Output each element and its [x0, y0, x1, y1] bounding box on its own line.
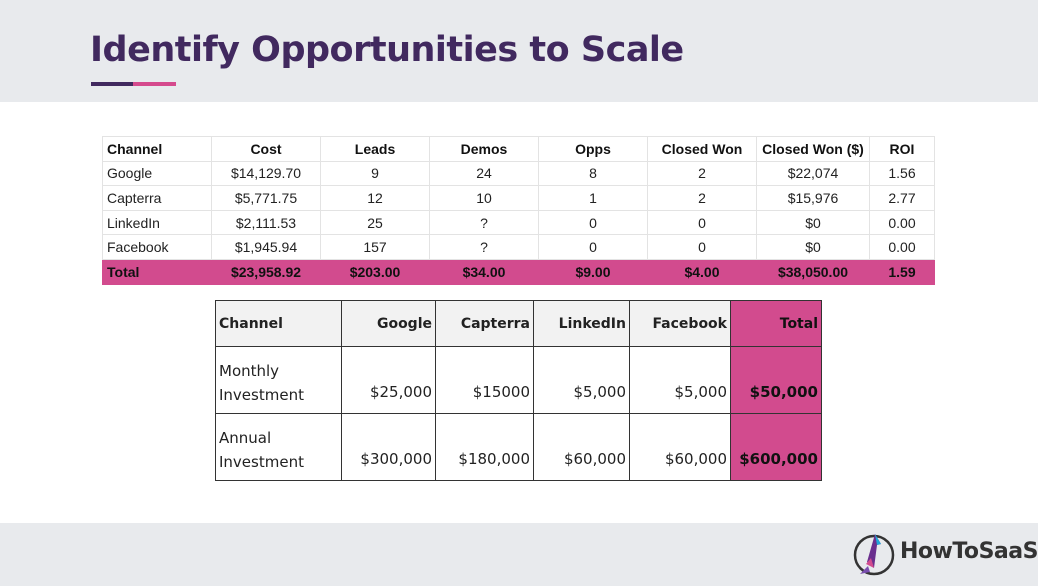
table-cell: 9 — [320, 160, 430, 187]
investment-table: Channel Google Capterra LinkedIn Faceboo… — [215, 300, 822, 481]
table-cell: 0 — [538, 234, 648, 260]
table-cell: $5,000 — [533, 346, 630, 414]
table-cell: $15000 — [435, 346, 534, 414]
total-cell: $203.00 — [320, 258, 430, 285]
column-header: Channel — [215, 300, 342, 347]
column-header: Cost — [211, 136, 321, 162]
column-header: Opps — [538, 136, 648, 162]
rocket-arrow-icon — [853, 534, 895, 576]
column-header: ROI — [869, 136, 935, 162]
total-cell: 1.59 — [869, 258, 935, 285]
row-label: Annual Investment — [215, 413, 342, 481]
row-label: Monthly Investment — [215, 346, 342, 414]
total-cell: $600,000 — [730, 413, 822, 481]
table-header-row: Channel Google Capterra LinkedIn Faceboo… — [215, 300, 822, 347]
table-cell: 2.77 — [869, 185, 935, 211]
column-header: Channel — [102, 136, 212, 162]
column-header: LinkedIn — [533, 300, 630, 347]
table-cell: $60,000 — [629, 413, 731, 481]
table-row: Capterra $5,771.75 12 10 1 2 $15,976 2.7… — [102, 185, 935, 211]
table-row: Annual Investment $300,000 $180,000 $60,… — [215, 413, 822, 481]
table-cell: $15,976 — [756, 185, 870, 211]
table-cell: 0 — [538, 209, 648, 236]
total-cell: $34.00 — [429, 258, 539, 285]
column-header: Facebook — [629, 300, 731, 347]
table-cell: $25,000 — [341, 346, 436, 414]
table-cell: 25 — [320, 209, 430, 236]
logo-text: HowToSaaS — [900, 539, 1038, 564]
table-cell: 2 — [647, 160, 757, 187]
table-cell: 2 — [647, 185, 757, 211]
table-cell: LinkedIn — [102, 209, 212, 236]
table-cell: Facebook — [102, 234, 212, 260]
logo-text-saas: SaaS — [978, 539, 1038, 564]
total-cell: $23,958.92 — [211, 258, 321, 285]
table-row: Monthly Investment $25,000 $15000 $5,000… — [215, 346, 822, 414]
table-cell: ? — [429, 209, 539, 236]
total-row: Total $23,958.92 $203.00 $34.00 $9.00 $4… — [102, 258, 935, 285]
table-cell: 12 — [320, 185, 430, 211]
column-header: Leads — [320, 136, 430, 162]
column-header: Capterra — [435, 300, 534, 347]
title-underline-pink — [133, 82, 176, 86]
table-cell: $5,000 — [629, 346, 731, 414]
table-cell: 1 — [538, 185, 648, 211]
column-header: Google — [341, 300, 436, 347]
table-cell: 0 — [647, 209, 757, 236]
table-row: Facebook $1,945.94 157 ? 0 0 $0 0.00 — [102, 234, 935, 260]
table-cell: $0 — [756, 209, 870, 236]
table-cell: $1,945.94 — [211, 234, 321, 260]
slide-title: Identify Opportunities to Scale — [90, 30, 684, 70]
column-header: Closed Won ($) — [756, 136, 870, 162]
table-cell: $300,000 — [341, 413, 436, 481]
column-header-total: Total — [730, 300, 822, 347]
table-cell: 0 — [647, 234, 757, 260]
column-header: Demos — [429, 136, 539, 162]
table-cell: 1.56 — [869, 160, 935, 187]
column-header: Closed Won — [647, 136, 757, 162]
table-cell: Capterra — [102, 185, 212, 211]
table-cell: $14,129.70 — [211, 160, 321, 187]
table-cell: $5,771.75 — [211, 185, 321, 211]
table-header-row: Channel Cost Leads Demos Opps Closed Won… — [102, 136, 935, 162]
table-cell: 24 — [429, 160, 539, 187]
table-cell: $60,000 — [533, 413, 630, 481]
title-underline-dark — [91, 82, 133, 86]
total-cell: $50,000 — [730, 346, 822, 414]
table-row: LinkedIn $2,111.53 25 ? 0 0 $0 0.00 — [102, 209, 935, 236]
table-cell: $22,074 — [756, 160, 870, 187]
table-cell: Google — [102, 160, 212, 187]
table-cell: 157 — [320, 234, 430, 260]
total-cell: Total — [102, 258, 212, 285]
table-cell: $2,111.53 — [211, 209, 321, 236]
footer-band — [0, 523, 1038, 586]
table-cell: 10 — [429, 185, 539, 211]
table-cell: $0 — [756, 234, 870, 260]
table-cell: $180,000 — [435, 413, 534, 481]
total-cell: $38,050.00 — [756, 258, 870, 285]
table-cell: 8 — [538, 160, 648, 187]
logo-text-how: HowTo — [900, 539, 979, 564]
table-cell: ? — [429, 234, 539, 260]
table-cell: 0.00 — [869, 209, 935, 236]
total-cell: $4.00 — [647, 258, 757, 285]
channel-performance-table: Channel Cost Leads Demos Opps Closed Won… — [102, 136, 935, 285]
howtosaas-logo: HowToSaaS — [850, 528, 1038, 580]
table-cell: 0.00 — [869, 234, 935, 260]
table-row: Google $14,129.70 9 24 8 2 $22,074 1.56 — [102, 160, 935, 187]
total-cell: $9.00 — [538, 258, 648, 285]
